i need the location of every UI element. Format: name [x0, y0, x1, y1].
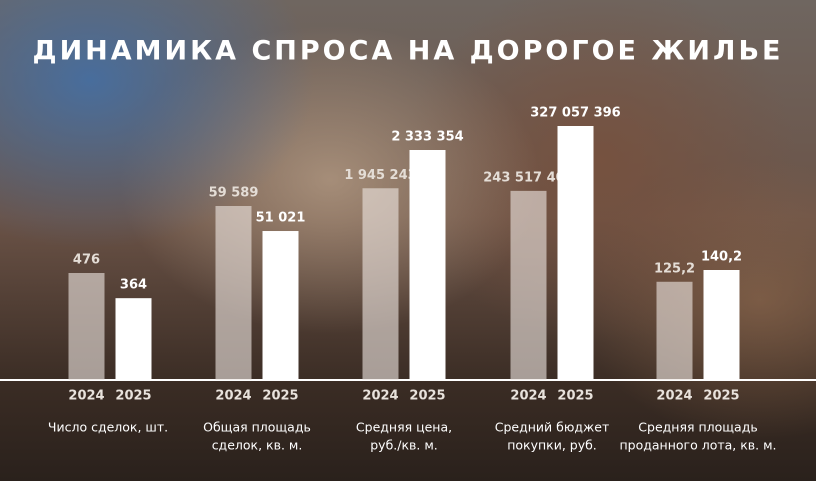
bar: [656, 281, 693, 380]
x-tick-label: 2024: [362, 389, 398, 404]
value-label: 2 333 354: [391, 130, 463, 145]
x-tick-label: 2025: [703, 389, 739, 404]
group-label: покупки, руб.: [507, 438, 597, 453]
group-label: сделок, кв. м.: [212, 438, 303, 453]
bar: [362, 188, 399, 380]
value-label: 364: [120, 278, 147, 293]
value-label: 51 021: [256, 211, 306, 226]
group-label: Число сделок, шт.: [48, 420, 168, 435]
value-label: 476: [73, 253, 100, 268]
group-label: Средняя цена,: [356, 420, 452, 435]
x-tick-label: 2024: [215, 389, 251, 404]
value-label: 1 945 243: [344, 168, 416, 183]
x-tick-label: 2025: [115, 389, 151, 404]
x-tick-label: 2024: [510, 389, 546, 404]
x-tick-label: 2025: [409, 389, 445, 404]
group-label: Средний бюджет: [495, 420, 610, 435]
group-label: руб./кв. м.: [370, 438, 438, 453]
bar: [557, 126, 594, 380]
x-tick-label: 2024: [656, 389, 692, 404]
value-label: 327 057 396: [530, 106, 620, 121]
bar: [115, 298, 152, 380]
value-label: 140,2: [701, 250, 742, 265]
bar: [703, 270, 740, 380]
group-label: Общая площадь: [203, 420, 311, 435]
bar: [510, 190, 547, 380]
bar: [409, 150, 446, 380]
value-label: 243 517 403: [483, 170, 573, 185]
bar: [262, 231, 299, 380]
group-label: Средняя площадь: [638, 420, 757, 435]
chart-title: ДИНАМИКА СПРОСА НА ДОРОГОЕ ЖИЛЬЕ: [33, 36, 784, 67]
value-label: 125,2: [654, 261, 695, 276]
bar: [68, 273, 105, 380]
value-label: 59 589: [209, 186, 259, 201]
bar: [215, 206, 252, 380]
x-tick-label: 2024: [68, 389, 104, 404]
group-label: проданного лота, кв. м.: [619, 438, 776, 453]
x-tick-label: 2025: [557, 389, 593, 404]
x-tick-label: 2025: [262, 389, 298, 404]
